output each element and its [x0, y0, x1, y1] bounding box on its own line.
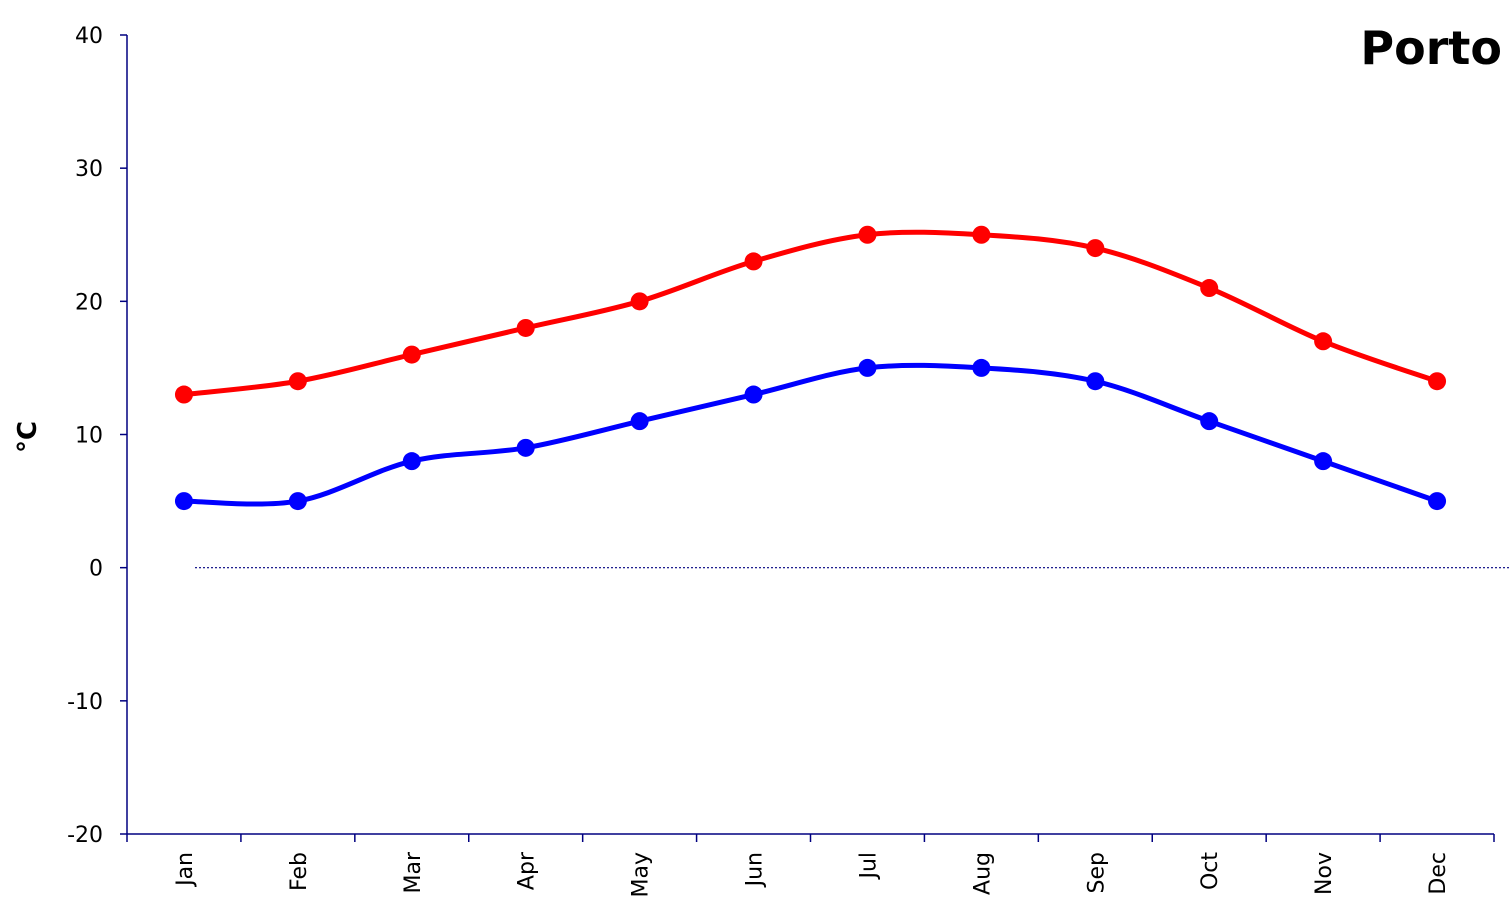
series-line: [183, 362, 1438, 507]
y-tick-label: 10: [75, 424, 103, 449]
point: [1086, 372, 1105, 391]
x-tick-label: Apr: [515, 851, 540, 890]
y-tick-label: -20: [67, 823, 103, 848]
y-tick-label: 0: [89, 557, 103, 582]
point: [744, 385, 763, 404]
x-tick-label: Jan: [173, 852, 198, 888]
point: [288, 372, 307, 391]
x-tick-label: Feb: [287, 852, 312, 891]
x-tick-label: Dec: [1426, 852, 1451, 895]
chart-title: Porto: [1360, 21, 1502, 75]
point: [1086, 239, 1105, 258]
point: [972, 225, 991, 244]
point: [1314, 452, 1333, 471]
point: [1428, 372, 1447, 391]
x-tick-label: Mar: [401, 851, 426, 893]
x-tick-label: Oct: [1198, 852, 1223, 890]
y-tick-label: 20: [75, 290, 103, 315]
point: [516, 438, 535, 457]
x-tick-label: May: [629, 852, 654, 897]
point: [174, 492, 193, 511]
x-tick-label: Nov: [1312, 852, 1337, 895]
point: [972, 358, 991, 377]
point: [858, 225, 877, 244]
point: [402, 345, 421, 364]
point: [1428, 492, 1447, 511]
point: [744, 252, 763, 271]
x-tick-label: Jul: [856, 852, 881, 881]
point: [1200, 412, 1219, 431]
point: [402, 452, 421, 471]
x-tick-label: Sep: [1084, 852, 1109, 893]
point: [516, 318, 535, 337]
point: [174, 385, 193, 404]
y-axis-label: °C: [13, 421, 43, 453]
y-tick-label: 40: [75, 24, 103, 49]
point: [630, 292, 649, 311]
x-tick-label: Aug: [970, 852, 995, 895]
y-tick-label: -10: [67, 690, 103, 715]
point: [858, 358, 877, 377]
x-tick-label: Jun: [743, 852, 768, 888]
point: [1200, 279, 1219, 298]
series-line: [183, 229, 1438, 398]
point: [1314, 332, 1333, 351]
y-tick-label: 30: [75, 157, 103, 182]
point: [288, 492, 307, 511]
point: [630, 412, 649, 431]
